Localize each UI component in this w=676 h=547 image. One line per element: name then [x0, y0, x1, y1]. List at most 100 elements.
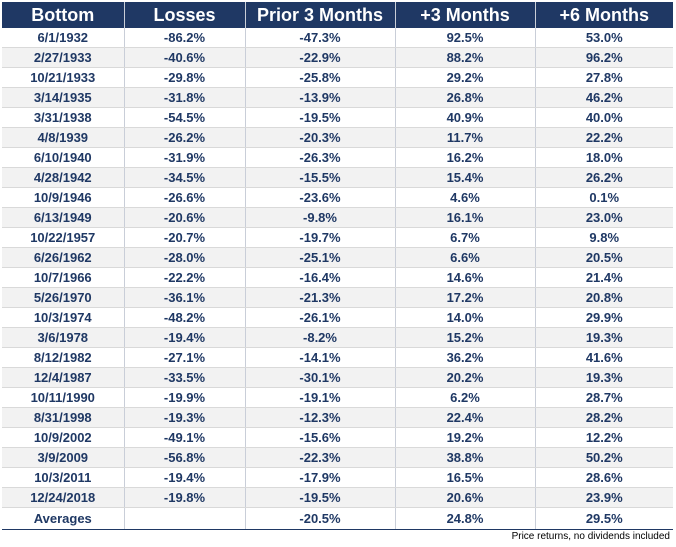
cell-bottom-date: 4/28/1942 [2, 167, 125, 188]
table-row: 12/24/2018 -19.8% -19.5% 20.6% 23.9% [2, 487, 673, 508]
table-row: 3/6/1978 -19.4% -8.2% 15.2% 19.3% [2, 327, 673, 348]
cell-prior-3-months: -20.3% [245, 127, 396, 148]
cell-prior-3-months: -30.1% [245, 367, 396, 388]
table-row: 12/4/1987 -33.5% -30.1% 20.2% 19.3% [2, 367, 673, 388]
header-row: Bottom Losses Prior 3 Months +3 Months +… [2, 2, 673, 28]
cell-bottom-date: 8/12/1982 [2, 347, 125, 368]
cell-losses: -34.5% [124, 167, 246, 188]
table-row: 10/7/1966 -22.2% -16.4% 14.6% 21.4% [2, 267, 673, 288]
cell-plus-3-months: 14.0% [395, 307, 536, 328]
cell-plus-6-months: 27.8% [535, 67, 673, 88]
cell-prior-3-months: -26.3% [245, 147, 396, 168]
table-row: 3/14/1935 -31.8% -13.9% 26.8% 46.2% [2, 87, 673, 108]
cell-prior-3-months: -25.1% [245, 247, 396, 268]
cell-losses: -19.4% [124, 467, 246, 488]
cell-losses: -36.1% [124, 287, 246, 308]
cell-plus-3-months: 92.5% [395, 28, 536, 48]
cell-plus-3-months: 22.4% [395, 407, 536, 428]
cell-plus-3-months: 6.7% [395, 227, 536, 248]
cell-bottom-date: 10/9/2002 [2, 427, 125, 448]
cell-losses: -20.6% [124, 207, 246, 228]
cell-bottom-date: 10/11/1990 [2, 387, 125, 408]
cell-plus-6-months: 46.2% [535, 87, 673, 108]
cell-losses: -27.1% [124, 347, 246, 368]
cell-plus-6-months: 23.9% [535, 487, 673, 508]
cell-plus-3-months: 19.2% [395, 427, 536, 448]
cell-prior-3-months: -19.7% [245, 227, 396, 248]
cell-plus-6-months: 0.1% [535, 187, 673, 208]
cell-losses: -19.9% [124, 387, 246, 408]
cell-plus-6-months: 41.6% [535, 347, 673, 368]
table-row: 10/22/1957 -20.7% -19.7% 6.7% 9.8% [2, 227, 673, 248]
cell-bottom-date: 2/27/1933 [2, 47, 125, 68]
column-header-plus-3-months: +3 Months [395, 2, 536, 28]
cell-plus-6-months: 20.8% [535, 287, 673, 308]
table-body: 6/1/1932 -86.2% -47.3% 92.5% 53.0% 2/27/1933-… [2, 28, 673, 508]
cell-plus-6-months: 28.6% [535, 467, 673, 488]
averages-prior-3-months: -20.5% [245, 507, 396, 530]
cell-bottom-date: 3/31/1938 [2, 107, 125, 128]
cell-plus-6-months: 23.0% [535, 207, 673, 228]
table-row: 6/10/1940 -31.9% -26.3% 16.2% 18.0% [2, 147, 673, 168]
cell-prior-3-months: -8.2% [245, 327, 396, 348]
table-row: 2/27/1933 -40.6% -22.9% 88.2% 96.2% [2, 47, 673, 68]
cell-prior-3-months: -16.4% [245, 267, 396, 288]
cell-plus-3-months: 16.5% [395, 467, 536, 488]
cell-plus-6-months: 96.2% [535, 47, 673, 68]
cell-losses: -31.9% [124, 147, 246, 168]
cell-bottom-date: 10/3/1974 [2, 307, 125, 328]
averages-plus-6-months: 29.5% [535, 507, 673, 530]
table-row: 10/3/2011 -19.4% -17.9% 16.5% 28.6% [2, 467, 673, 488]
cell-prior-3-months: -22.3% [245, 447, 396, 468]
cell-prior-3-months: -13.9% [245, 87, 396, 108]
cell-prior-3-months: -12.3% [245, 407, 396, 428]
cell-bottom-date: 6/26/1962 [2, 247, 125, 268]
cell-losses: -40.6% [124, 47, 246, 68]
cell-plus-3-months: 88.2% [395, 47, 536, 68]
averages-row: Averages -20.5% 24.8% 29.5% [2, 507, 673, 530]
cell-losses: -49.1% [124, 427, 246, 448]
table-row: 10/21/1933 -29.8% -25.8% 29.2% 27.8% [2, 67, 673, 88]
averages-plus-3-months: 24.8% [395, 507, 536, 530]
cell-losses: -54.5% [124, 107, 246, 128]
column-header-bottom: Bottom [2, 2, 125, 28]
table-row: 10/9/1946 -26.6% -23.6% 4.6% 0.1% [2, 187, 673, 208]
column-header-prior-3-months: Prior 3 Months [245, 2, 396, 28]
cell-plus-6-months: 50.2% [535, 447, 673, 468]
table-row: 6/1/1932 -86.2% -47.3% 92.5% 53.0% [2, 28, 673, 48]
cell-losses: -19.8% [124, 487, 246, 508]
cell-prior-3-months: -19.5% [245, 107, 396, 128]
cell-prior-3-months: -15.5% [245, 167, 396, 188]
cell-losses: -56.8% [124, 447, 246, 468]
cell-prior-3-months: -14.1% [245, 347, 396, 368]
cell-losses: -20.7% [124, 227, 246, 248]
cell-bottom-date: 3/14/1935 [2, 87, 125, 108]
cell-bottom-date: 6/1/1932 [2, 28, 125, 48]
cell-plus-6-months: 9.8% [535, 227, 673, 248]
cell-plus-6-months: 29.9% [535, 307, 673, 328]
cell-bottom-date: 12/4/1987 [2, 367, 125, 388]
cell-prior-3-months: -19.5% [245, 487, 396, 508]
cell-plus-3-months: 16.2% [395, 147, 536, 168]
cell-prior-3-months: -9.8% [245, 207, 396, 228]
averages-losses [124, 507, 246, 530]
cell-plus-3-months: 6.6% [395, 247, 536, 268]
cell-plus-3-months: 15.4% [395, 167, 536, 188]
cell-plus-6-months: 20.5% [535, 247, 673, 268]
cell-losses: -28.0% [124, 247, 246, 268]
cell-prior-3-months: -19.1% [245, 387, 396, 408]
table-row: 10/9/2002 -49.1% -15.6% 19.2% 12.2% [2, 427, 673, 448]
cell-plus-6-months: 53.0% [535, 28, 673, 48]
cell-losses: -19.3% [124, 407, 246, 428]
cell-prior-3-months: -23.6% [245, 187, 396, 208]
cell-plus-6-months: 19.3% [535, 327, 673, 348]
cell-bottom-date: 12/24/2018 [2, 487, 125, 508]
cell-bottom-date: 10/3/2011 [2, 467, 125, 488]
cell-bottom-date: 10/22/1957 [2, 227, 125, 248]
table-row: 5/26/1970 -36.1% -21.3% 17.2% 20.8% [2, 287, 673, 308]
table-row: 8/12/1982 -27.1% -14.1% 36.2% 41.6% [2, 347, 673, 368]
cell-plus-6-months: 19.3% [535, 367, 673, 388]
cell-bottom-date: 10/21/1933 [2, 67, 125, 88]
cell-plus-3-months: 16.1% [395, 207, 536, 228]
cell-prior-3-months: -17.9% [245, 467, 396, 488]
